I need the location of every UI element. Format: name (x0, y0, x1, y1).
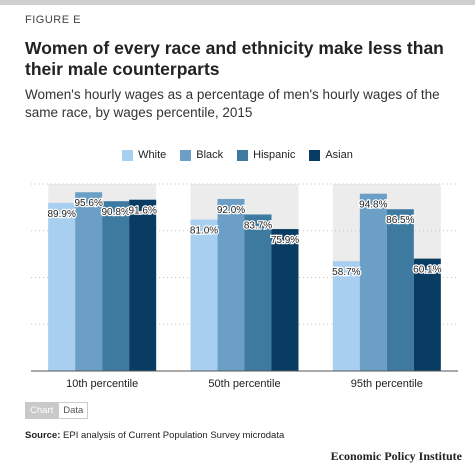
bar (332, 261, 360, 371)
brand-logo-text: Economic Policy Institute (330, 449, 462, 463)
legend-label-asian: Asian (325, 149, 353, 161)
data-label: 90.8% (101, 207, 129, 218)
source-label: Source: (25, 430, 61, 441)
bar (413, 258, 441, 371)
figure-label: FIGURE E (25, 14, 81, 26)
source-note: Source: EPI analysis of Current Populati… (25, 430, 284, 441)
legend-item-hispanic[interactable]: Hispanic (237, 149, 295, 161)
legend-swatch-hispanic (237, 149, 249, 161)
legend-label-white: White (138, 149, 167, 161)
bar (102, 201, 130, 371)
data-label: 58.7% (332, 267, 360, 278)
legend-swatch-white (122, 149, 134, 161)
data-tab[interactable]: Data (58, 402, 89, 419)
bar (48, 202, 76, 371)
data-label: 83.7% (244, 220, 272, 231)
legend-item-asian[interactable]: Asian (309, 149, 353, 161)
data-label: 95.6% (74, 198, 102, 209)
bar (129, 199, 157, 371)
bar (244, 214, 272, 371)
legend-label-black: Black (196, 149, 224, 161)
data-label: 60.1% (413, 265, 441, 276)
bar-chart: 89.9%95.6%90.8%91.6% 81.0% 92.0% 83.7% 75.9%… (31, 183, 458, 390)
chart-subtitle: Women's hourly wages as a percentage of … (25, 87, 440, 120)
bar (386, 209, 414, 371)
view-toggle: Chart Data (25, 402, 89, 419)
chart-title: Women of every race and ethnicity make l… (25, 38, 444, 79)
data-label: 81.0% (190, 226, 218, 237)
bar (75, 192, 103, 371)
chart-tab[interactable]: Chart (25, 402, 59, 419)
bar (271, 229, 299, 371)
legend-label-hispanic: Hispanic (253, 149, 296, 161)
category-label: 95th percentile (351, 378, 423, 390)
top-bar (0, 0, 475, 5)
data-label: 86.5% (386, 215, 414, 226)
legend-swatch-black (180, 149, 192, 161)
data-label: 91.6% (128, 206, 156, 217)
category-label: 10th percentile (66, 378, 138, 390)
category-label: 50th percentile (208, 378, 280, 390)
data-label: 75.9% (271, 235, 299, 246)
legend-swatch-asian (309, 149, 321, 161)
bar (359, 193, 387, 371)
data-label: 94.8% (359, 200, 387, 211)
legend-item-black[interactable]: Black (180, 149, 223, 161)
legend-item-white[interactable]: White (122, 149, 166, 161)
data-label: 92.0% (217, 205, 245, 216)
source-text: EPI analysis of Current Population Surve… (63, 430, 285, 441)
legend: White Black Hispanic Asian (0, 149, 475, 161)
bar (190, 219, 218, 371)
bar (217, 198, 245, 371)
data-label: 89.9% (47, 209, 75, 220)
